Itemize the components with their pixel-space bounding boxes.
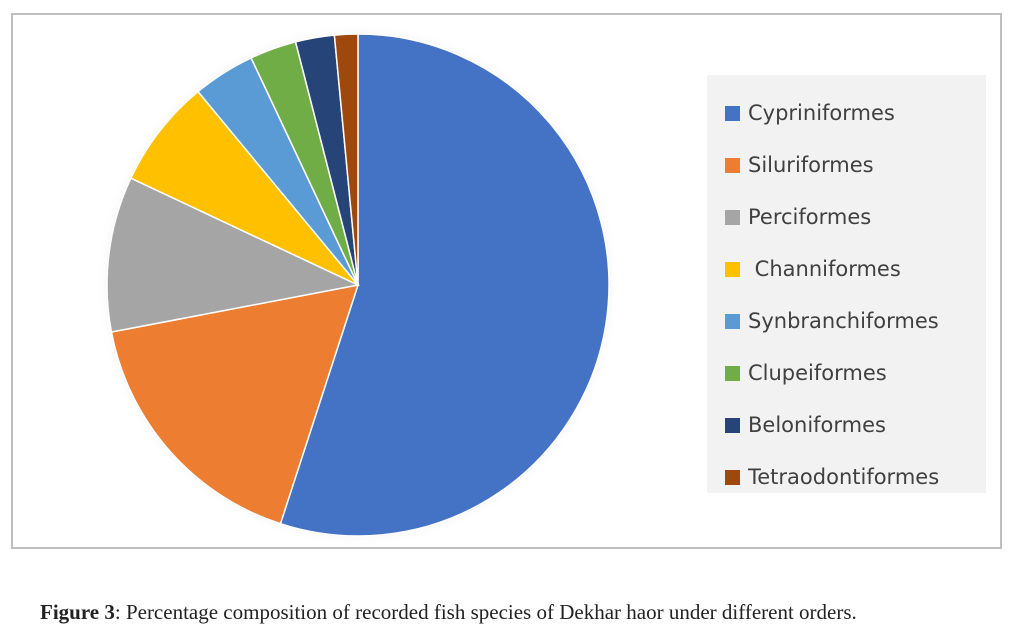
legend-item-beloniformes: Beloniformes: [725, 413, 886, 437]
legend-item-channiformes: Channiformes: [725, 257, 901, 281]
legend-swatch: [725, 365, 740, 381]
legend-label: Channiformes: [748, 257, 901, 281]
legend-swatch: [725, 261, 740, 277]
legend-label: Clupeiformes: [748, 361, 887, 385]
pie-slice-channiformes: [129, 90, 359, 286]
figure-caption: Figure 3: Percentage composition of reco…: [40, 600, 1000, 625]
caption-text: : Percentage composition of recorded fis…: [114, 600, 857, 624]
legend-label: Synbranchiformes: [748, 309, 939, 333]
legend-label: Tetraodontiformes: [748, 465, 940, 489]
pie-slice-siluriformes: [110, 284, 360, 525]
caption-label: Figure 3: [40, 600, 115, 624]
legend-item-siluriformes: Siluriformes: [725, 153, 874, 177]
chart-frame: Cypriniformes Siluriformes Perciformes Cha…: [11, 13, 1002, 549]
legend-item-tetraodontiformes: Tetraodontiformes: [725, 465, 939, 489]
legend-item-perciformes: Perciformes: [725, 205, 871, 229]
legend-item-synbranchiformes: Synbranchiformes: [725, 309, 939, 333]
pie-slices: [106, 33, 610, 537]
legend-label: Beloniformes: [748, 413, 886, 437]
pie-slice-tetraodontiformes: [333, 33, 359, 286]
legend-label: Siluriformes: [748, 153, 874, 177]
legend-swatch: [725, 313, 740, 329]
pie-chart: [96, 23, 620, 547]
legend-swatch: [725, 469, 740, 485]
legend-label: Perciformes: [748, 205, 872, 229]
legend: Cypriniformes Siluriformes Perciformes Cha…: [707, 75, 986, 493]
legend-item-cypriniformes: Cypriniformes: [725, 101, 895, 125]
pie-slice-perciformes: [106, 177, 361, 333]
legend-swatch: [725, 157, 740, 173]
pie-slice-cypriniformes: [279, 33, 610, 537]
legend-label: Cypriniformes: [748, 101, 895, 125]
legend-item-clupeiformes: Clupeiformes: [725, 361, 887, 385]
legend-swatch: [725, 105, 740, 121]
legend-swatch: [725, 209, 740, 225]
legend-swatch: [725, 417, 740, 433]
